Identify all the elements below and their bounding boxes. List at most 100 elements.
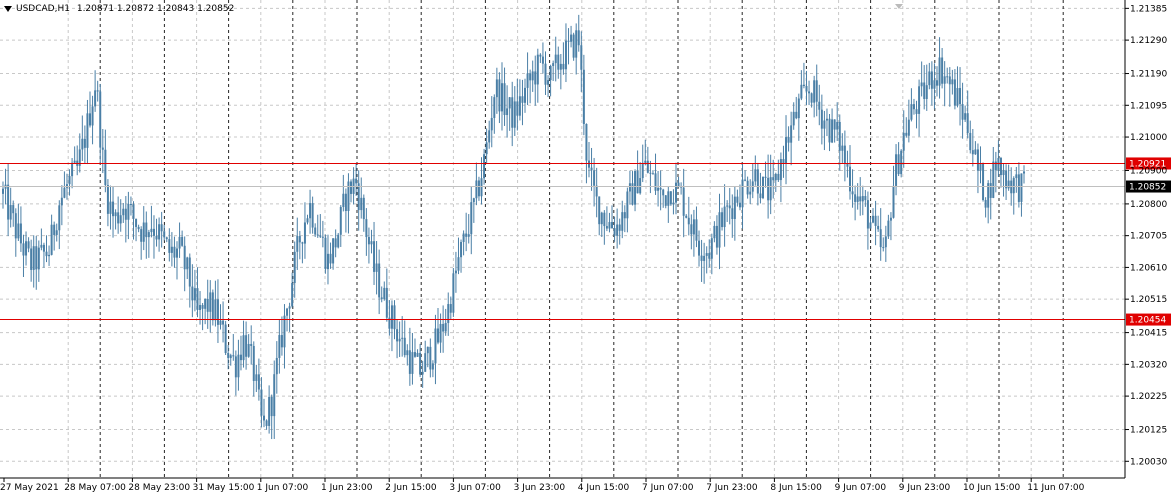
candle-body	[193, 288, 196, 301]
x-tick-label: 9 Jun 23:00	[899, 483, 951, 493]
candle-body	[639, 178, 642, 194]
y-tick-label: 1.21190	[1130, 70, 1167, 80]
candle-body	[772, 177, 775, 181]
candle-body	[83, 138, 86, 148]
candle-body	[587, 160, 590, 168]
candle-body	[992, 161, 995, 198]
candle-body	[291, 283, 294, 307]
candle-body	[746, 180, 749, 195]
candle-body	[242, 335, 245, 361]
candle-body	[859, 196, 862, 202]
candle-body	[605, 226, 608, 229]
candle-body	[966, 113, 969, 133]
candle-body	[808, 91, 811, 94]
candle-body	[209, 292, 212, 312]
candles-layer	[2, 14, 1025, 440]
candle-body	[567, 40, 570, 42]
candle-body	[741, 179, 744, 208]
candle-body	[96, 90, 99, 92]
candle-body	[994, 161, 997, 171]
candle-body	[987, 183, 990, 208]
candle-body	[257, 374, 260, 390]
candle-body	[270, 396, 273, 417]
candle-body	[483, 154, 486, 179]
candle-body	[685, 215, 688, 218]
candle-body	[761, 176, 764, 199]
candle-body	[119, 215, 122, 224]
candle-body	[933, 80, 936, 89]
candle-body	[508, 97, 511, 109]
candle-body	[895, 154, 898, 186]
candle-body	[365, 219, 368, 238]
candle-body	[1007, 180, 1010, 189]
candle-body	[641, 162, 644, 179]
candle-body	[465, 233, 468, 237]
candle-body	[426, 346, 429, 354]
candle-body	[437, 328, 440, 343]
candle-body	[866, 200, 869, 229]
candle-body	[651, 173, 654, 175]
time-axis: 27 May 2021 28 May 07:00 28 May 23:00 31 Ma…	[0, 478, 1085, 493]
x-tick-label: 28 May 23:00	[128, 483, 190, 493]
candle-body	[309, 203, 312, 219]
candle-body	[559, 63, 562, 70]
y-tick-label: 1.20415	[1130, 329, 1167, 339]
candle-body	[674, 182, 677, 203]
candle-body	[539, 54, 542, 57]
candle-body	[738, 202, 741, 208]
candle-body	[42, 244, 45, 252]
candle-body	[534, 71, 537, 85]
candle-body	[91, 106, 94, 126]
candle-body	[736, 196, 739, 203]
candle-body	[892, 185, 895, 218]
candle-body	[795, 111, 798, 119]
candle-body	[48, 254, 51, 257]
candle-body	[204, 298, 207, 309]
candle-body	[521, 96, 524, 103]
candle-body	[943, 76, 946, 84]
candle-body	[273, 374, 276, 417]
candle-body	[577, 30, 580, 46]
candle-body	[854, 194, 857, 202]
candle-body	[989, 183, 992, 198]
candle-body	[536, 54, 539, 85]
candle-body	[838, 121, 841, 151]
candle-body	[764, 176, 767, 178]
candle-body	[631, 183, 634, 205]
candle-body	[526, 73, 529, 88]
candle-body	[616, 224, 619, 236]
candle-body	[790, 125, 793, 143]
candle-body	[1020, 173, 1023, 202]
candle-body	[721, 212, 724, 228]
triangle-down-icon[interactable]	[4, 5, 12, 12]
candle-body	[815, 80, 818, 102]
grid-layer	[0, 0, 1125, 478]
candle-body	[938, 57, 941, 86]
candle-body	[785, 137, 788, 164]
candle-body	[283, 315, 286, 348]
candle-body	[777, 173, 780, 181]
candle-body	[511, 97, 514, 128]
candle-body	[140, 229, 143, 242]
candle-body	[150, 228, 153, 233]
candle-body	[403, 337, 406, 356]
candle-body	[362, 197, 365, 220]
candle-body	[332, 238, 335, 264]
candle-body	[918, 86, 921, 114]
candle-body	[503, 83, 506, 116]
candle-body	[293, 251, 296, 284]
candle-body	[106, 185, 109, 214]
chart-frame	[0, 0, 1126, 479]
candle-body	[342, 193, 345, 207]
candle-body	[572, 34, 575, 58]
candle-body	[117, 212, 120, 224]
candle-body	[234, 356, 237, 378]
candle-body	[413, 352, 416, 357]
hline-price-label: 1.20454	[1129, 316, 1166, 326]
candle-body	[759, 193, 762, 199]
candle-body	[708, 253, 711, 259]
y-tick-label: 1.20320	[1130, 360, 1167, 370]
candle-body	[55, 230, 58, 235]
